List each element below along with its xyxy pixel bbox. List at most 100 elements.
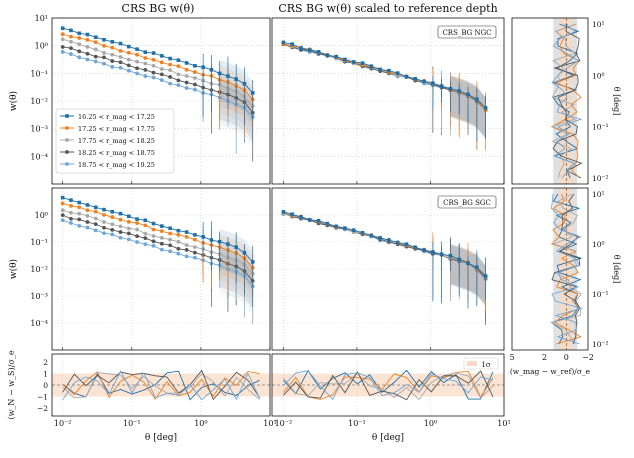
title-scaled: CRS BG w(θ) scaled to reference depth bbox=[278, 2, 497, 15]
data-point bbox=[77, 224, 82, 228]
data-point bbox=[77, 211, 82, 216]
data-point bbox=[102, 207, 106, 212]
residual-line bbox=[62, 369, 261, 401]
y-tick-label: 10⁻¹ bbox=[30, 238, 48, 247]
x-tick-label: 10⁻¹ bbox=[348, 419, 366, 428]
data-point bbox=[334, 224, 338, 229]
y-tick-label: 10⁻⁴ bbox=[30, 319, 48, 328]
data-point bbox=[448, 253, 453, 258]
data-point bbox=[151, 70, 156, 75]
y-tick-label: 10¹ bbox=[35, 14, 48, 23]
data-point bbox=[387, 238, 391, 242]
y-tick-label: 10¹ bbox=[592, 20, 605, 29]
data-point bbox=[85, 57, 90, 62]
data-point bbox=[159, 78, 164, 82]
data-point bbox=[110, 209, 115, 214]
data-point bbox=[360, 61, 365, 65]
data-point bbox=[126, 219, 131, 224]
data-point bbox=[102, 225, 106, 230]
x-tick-label: 10⁻² bbox=[54, 419, 72, 428]
data-point bbox=[404, 75, 409, 79]
data-point bbox=[475, 97, 479, 101]
data-point bbox=[77, 217, 82, 222]
y-axis-label: (w_N − w_S)/σ_e bbox=[7, 350, 16, 419]
data-point bbox=[85, 225, 90, 230]
data-point bbox=[192, 250, 197, 255]
data-point bbox=[242, 81, 247, 86]
data-point bbox=[325, 221, 330, 226]
data-point bbox=[135, 227, 139, 232]
data-point bbox=[143, 61, 148, 66]
data-point bbox=[168, 237, 173, 242]
y-axis-label: θ [deg] bbox=[612, 255, 621, 284]
data-point bbox=[69, 46, 73, 51]
data-point bbox=[395, 240, 400, 245]
legend-marker bbox=[65, 138, 69, 142]
data-point bbox=[60, 201, 65, 206]
x-tick-label: 10¹ bbox=[497, 419, 510, 428]
data-point bbox=[85, 37, 90, 42]
data-point bbox=[184, 67, 189, 72]
data-point bbox=[343, 57, 347, 62]
residual-line bbox=[551, 193, 581, 345]
residual-line bbox=[550, 193, 582, 345]
data-point bbox=[184, 235, 189, 239]
data-point bbox=[159, 241, 164, 246]
data-point bbox=[60, 32, 65, 37]
data-point bbox=[85, 203, 90, 207]
y-axis-label: θ [deg] bbox=[612, 87, 621, 116]
data-point bbox=[184, 248, 189, 252]
data-point bbox=[176, 239, 181, 244]
panel-frame bbox=[51, 353, 271, 417]
data-point bbox=[168, 249, 173, 254]
data-point bbox=[93, 228, 98, 233]
x-tick-label: 10⁰ bbox=[424, 419, 437, 428]
data-point bbox=[93, 209, 98, 214]
residual-line bbox=[283, 370, 494, 401]
legend-marker bbox=[65, 114, 69, 118]
data-point bbox=[217, 239, 222, 244]
x-tick-label: 10¹ bbox=[263, 419, 276, 428]
data-point bbox=[422, 248, 426, 252]
data-point bbox=[102, 212, 106, 217]
data-point bbox=[93, 59, 98, 64]
y-axis-label: w(θ) bbox=[8, 91, 19, 111]
data-point bbox=[160, 224, 164, 228]
y-tick-label: 10⁻¹ bbox=[592, 123, 609, 132]
data-point bbox=[168, 81, 173, 86]
data-point bbox=[69, 210, 73, 215]
data-point bbox=[135, 66, 139, 71]
data-point bbox=[466, 261, 470, 266]
data-point bbox=[126, 50, 131, 55]
data-point bbox=[184, 86, 189, 90]
data-point bbox=[126, 226, 131, 231]
y-tick-label: 10⁻⁴ bbox=[30, 152, 48, 161]
data-point bbox=[118, 48, 123, 53]
data-point bbox=[159, 67, 164, 71]
data-point bbox=[69, 52, 73, 56]
data-point bbox=[475, 265, 479, 270]
legend-entry: 18.75 < r_mag < 19.25 bbox=[78, 161, 155, 169]
panel-frame bbox=[51, 17, 271, 185]
x-axis-label: θ [deg] bbox=[372, 433, 404, 443]
residual-line bbox=[62, 371, 260, 400]
data-point bbox=[110, 45, 115, 50]
y-tick-label: 0 bbox=[43, 381, 48, 390]
data-point bbox=[102, 55, 106, 60]
data-point bbox=[118, 217, 123, 222]
data-point bbox=[250, 260, 255, 264]
y-tick-label: 10⁰ bbox=[35, 42, 48, 51]
data-point bbox=[168, 231, 173, 236]
data-point bbox=[151, 243, 156, 248]
data-point bbox=[151, 57, 156, 62]
data-point bbox=[77, 55, 82, 60]
data-point bbox=[160, 54, 164, 58]
data-point bbox=[378, 236, 382, 240]
data-point bbox=[193, 63, 197, 68]
legend-swatch bbox=[467, 361, 477, 366]
data-point bbox=[192, 255, 197, 260]
y-tick-label: 10⁻² bbox=[592, 174, 609, 183]
data-point bbox=[387, 68, 391, 73]
data-point bbox=[159, 72, 164, 77]
data-point bbox=[151, 51, 156, 55]
